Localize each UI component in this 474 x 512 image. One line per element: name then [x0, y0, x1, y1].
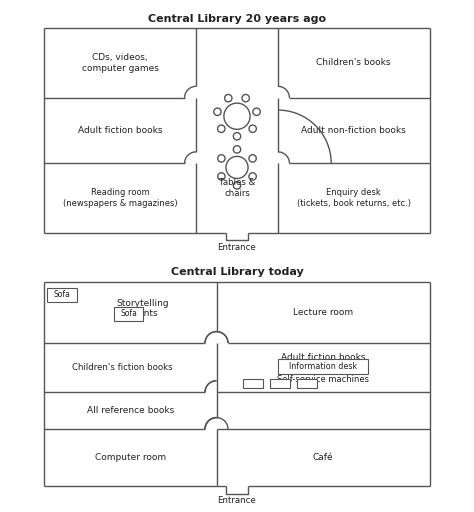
- Text: Self-service machines: Self-service machines: [277, 375, 369, 385]
- Text: Tables &
chairs: Tables & chairs: [219, 178, 255, 198]
- Text: Central Library 20 years ago: Central Library 20 years ago: [148, 14, 326, 24]
- Text: Adult fiction books: Adult fiction books: [281, 353, 365, 362]
- Text: Central Library today: Central Library today: [171, 267, 303, 278]
- Text: Sofa: Sofa: [120, 309, 137, 318]
- Text: Computer room: Computer room: [95, 453, 166, 462]
- Text: Storytelling
events: Storytelling events: [117, 298, 169, 318]
- Bar: [297, 379, 317, 388]
- Text: Adult non-fiction books: Adult non-fiction books: [301, 126, 406, 135]
- Text: Sofa: Sofa: [54, 290, 70, 300]
- Text: Adult fiction books: Adult fiction books: [78, 126, 163, 135]
- Text: Reading room
(newspapers & magazines): Reading room (newspapers & magazines): [63, 188, 178, 208]
- Text: Entrance: Entrance: [218, 496, 256, 505]
- Text: Children's fiction books: Children's fiction books: [72, 363, 173, 372]
- Text: Enquiry desk
(tickets, book returns, etc.): Enquiry desk (tickets, book returns, etc…: [297, 188, 411, 208]
- Bar: [114, 307, 143, 321]
- Text: CDs, videos,
computer games: CDs, videos, computer games: [82, 53, 159, 73]
- Text: Entrance: Entrance: [218, 243, 256, 252]
- Bar: [270, 379, 290, 388]
- Text: Children's books: Children's books: [317, 58, 391, 68]
- Bar: [243, 379, 263, 388]
- Bar: [46, 288, 77, 302]
- Text: All reference books: All reference books: [87, 406, 174, 415]
- Text: Café: Café: [313, 453, 333, 462]
- Text: Information desk: Information desk: [289, 362, 357, 371]
- Bar: [278, 359, 368, 374]
- Text: Lecture room: Lecture room: [293, 308, 353, 317]
